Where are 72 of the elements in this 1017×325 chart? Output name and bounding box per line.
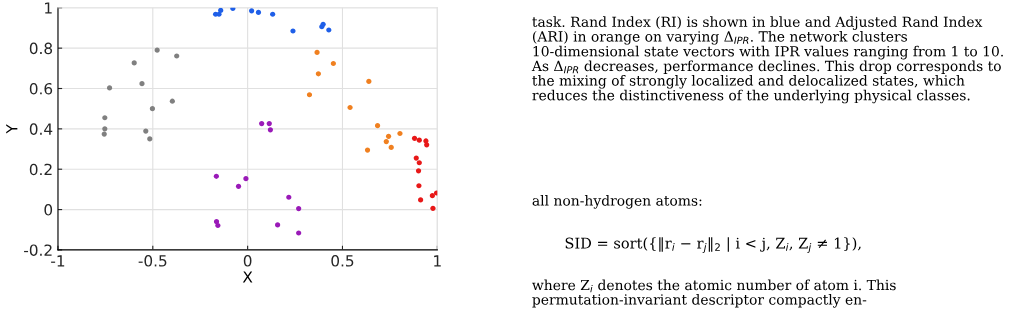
x-tick-label: 0.5 (331, 255, 354, 267)
point (330, 60, 336, 67)
point (388, 144, 394, 151)
point (249, 8, 255, 14)
point (275, 222, 281, 228)
y-axis-title: Y (6, 124, 18, 134)
y-tick-label: 0.4 (29, 123, 53, 135)
point (306, 92, 313, 98)
point (347, 104, 353, 111)
text: task. Rand Index (RI) is shown in blue and Adjusted Rand Index (ARI) in orange on varying Δ$_{IPR}$. The network clusters 10-dimensional state vectors with IPR values ranging from 1 to 10. As Δ$_{IPR}$ decreases, performance declines. This drop corresponds to the mixing of strongly localized and delocalized states, which reduces the distinctiveness of the underlying physical classes. (531, 16, 1003, 104)
x-tick-label: -1 (51, 255, 65, 267)
point (364, 147, 371, 153)
point (213, 219, 220, 225)
point (418, 197, 424, 203)
y-tick-label: -0.2 (24, 244, 52, 256)
point (213, 173, 219, 179)
point (397, 130, 403, 137)
point (415, 168, 422, 174)
point (416, 160, 422, 166)
y-tick-label: 0.2 (29, 163, 52, 176)
point (218, 7, 224, 14)
point (314, 49, 320, 55)
x-axis-title: X (242, 271, 253, 283)
point (267, 127, 273, 133)
y-tick-label: 0 (44, 204, 53, 216)
x-tick-label: -0.5 (138, 255, 167, 267)
text: all non-hydrogen atoms: (532, 195, 702, 209)
point (290, 28, 296, 34)
point (139, 81, 145, 87)
x-tick-label: 1 (434, 255, 441, 267)
point (270, 11, 276, 17)
point (106, 85, 113, 91)
x-tick-label: 0 (243, 255, 252, 267)
point (259, 121, 265, 127)
point (416, 137, 422, 143)
point (169, 98, 175, 104)
point (266, 121, 272, 127)
point (429, 193, 435, 199)
point (230, 7, 236, 11)
point (154, 47, 160, 53)
point (296, 230, 302, 236)
point (235, 183, 242, 189)
point (102, 115, 108, 121)
point (149, 106, 156, 112)
point (143, 128, 149, 134)
point (366, 78, 372, 85)
point (416, 183, 422, 189)
point (131, 60, 137, 66)
y-tick-label: 1 (45, 2, 52, 14)
point (255, 9, 262, 16)
text: SID = sort({‖r$_{i}$ − r$_{j}$‖$_{2}$ | i < j, Z$_{i}$, Z$_{j}$ ≠ 1}), (565, 237, 861, 253)
y-tick-label: 0.8 (29, 42, 53, 55)
point (102, 126, 108, 132)
point (147, 136, 153, 142)
y-tick-label: 0.6 (29, 82, 53, 95)
point (383, 138, 389, 145)
point (413, 155, 419, 161)
point (286, 194, 292, 200)
point (296, 205, 302, 212)
point (243, 176, 249, 182)
text: where Z$_{i}$ denotes the atomic number of atom i. This permutation-invariant descriptor compactly en- (532, 279, 896, 308)
point (411, 135, 418, 141)
point (430, 205, 436, 211)
point (174, 53, 180, 59)
point (374, 123, 381, 129)
point (433, 190, 438, 196)
point (215, 222, 221, 229)
point (326, 27, 332, 33)
point (385, 133, 392, 139)
point (315, 71, 321, 77)
point (101, 131, 107, 137)
point (424, 142, 430, 148)
